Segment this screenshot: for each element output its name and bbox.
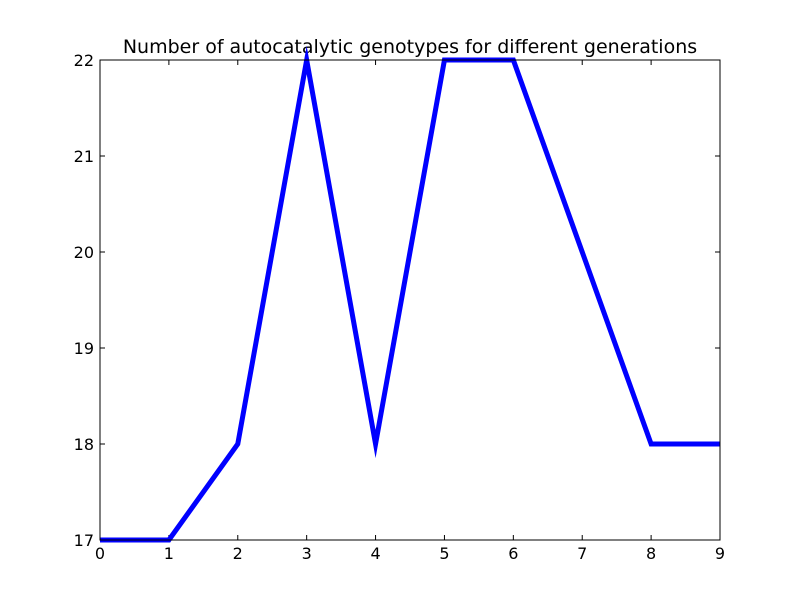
x-tick-label: 1 <box>164 544 174 563</box>
y-tick-label: 19 <box>74 339 94 358</box>
series-line-0 <box>100 45 720 543</box>
x-tick-label: 4 <box>370 544 380 563</box>
x-tick-label: 2 <box>233 544 243 563</box>
x-tick-label: 0 <box>95 544 105 563</box>
x-tick-label: 7 <box>577 544 587 563</box>
x-tick-label: 5 <box>439 544 449 563</box>
y-tick-label: 21 <box>74 147 94 166</box>
plot-frame <box>99 59 721 541</box>
x-tick-label: 9 <box>715 544 725 563</box>
y-tick-label: 22 <box>74 51 94 70</box>
x-tick-label: 6 <box>508 544 518 563</box>
y-tick-label: 17 <box>74 531 94 550</box>
y-tick-label: 18 <box>74 435 94 454</box>
x-tick-label: 3 <box>302 544 312 563</box>
x-tick-label: 8 <box>646 544 656 563</box>
data-series <box>100 45 720 543</box>
y-tick-label: 20 <box>74 243 94 262</box>
chart-title: Number of autocatalytic genotypes for di… <box>123 36 697 58</box>
